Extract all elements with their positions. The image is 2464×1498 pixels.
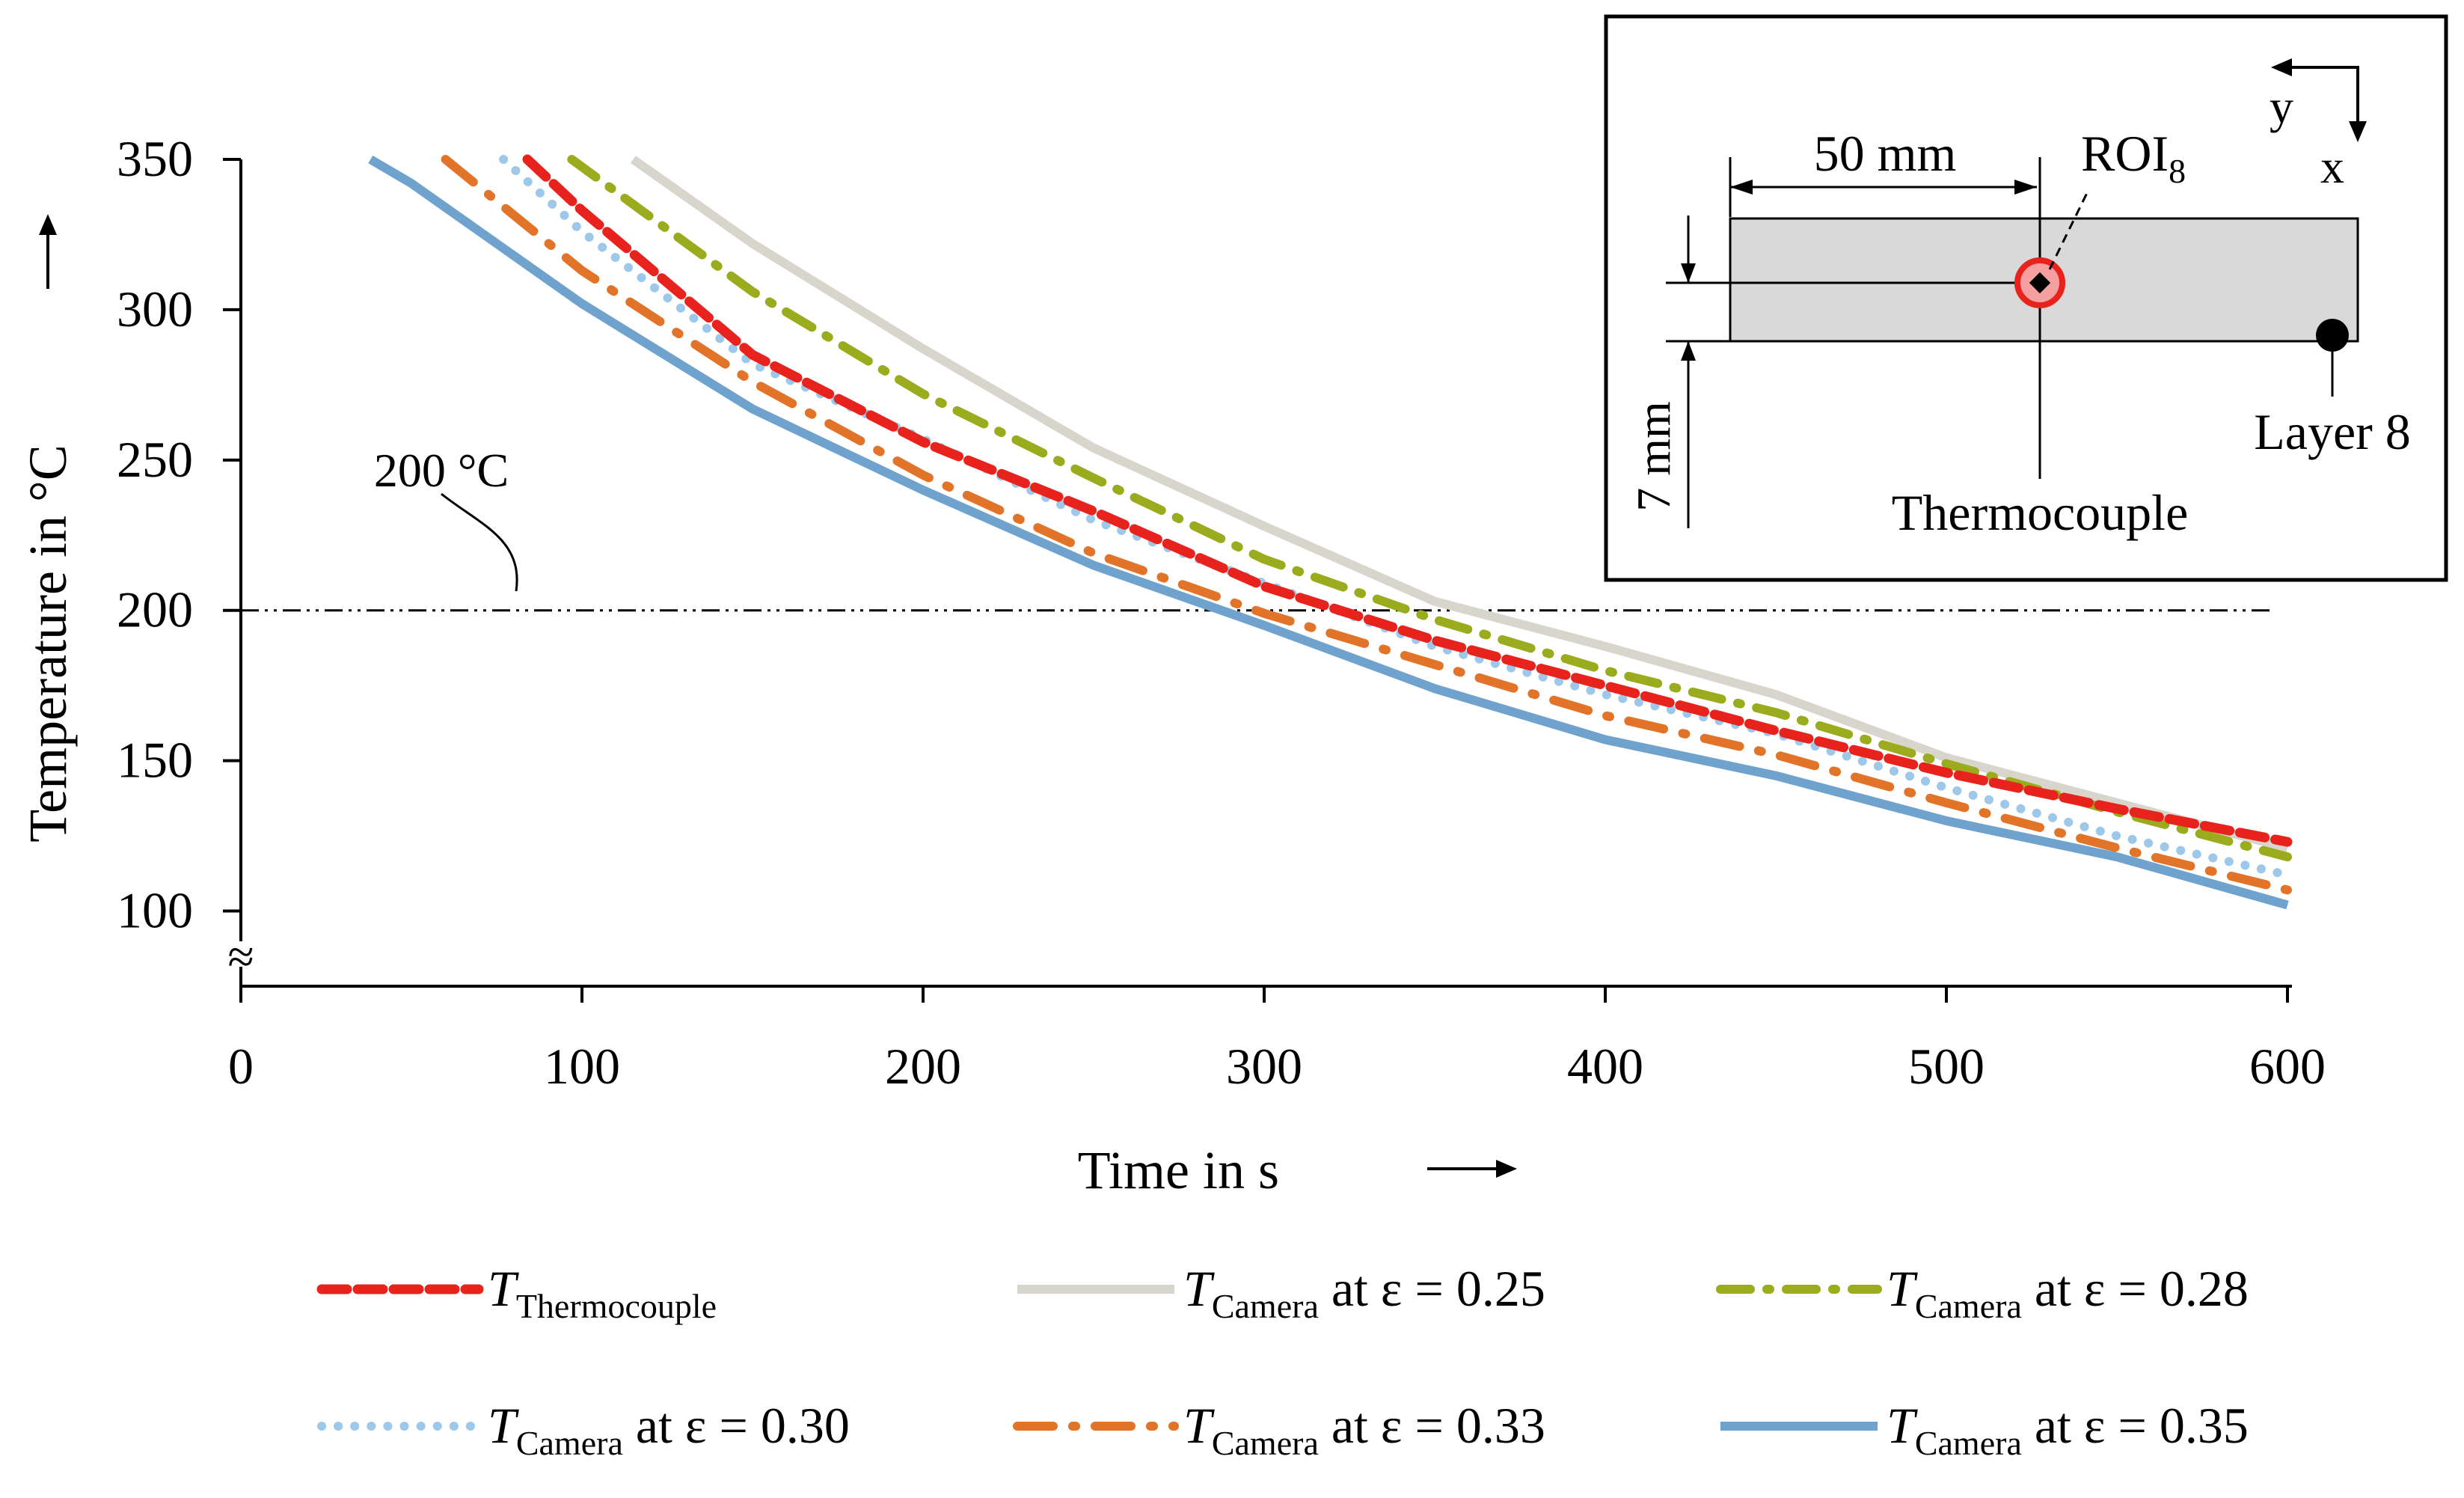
dim-arrow-right <box>2014 180 2037 195</box>
inset-schematic: 50 mm 7 mm ROI8 Thermocouple Layer 8 y x <box>1604 14 2448 582</box>
axis-break-gap <box>229 941 254 967</box>
series-line-e033 <box>441 155 2292 895</box>
series-line-e035 <box>368 155 2289 910</box>
legend-label-e035: TCamera at ε = 0.35 <box>1887 1397 2249 1462</box>
x-tick-label: 200 <box>885 1038 961 1095</box>
roi-center-icon <box>2029 272 2051 294</box>
x-ticks: 0 100 200 300 400 500 600 <box>228 986 2326 1095</box>
dim-height-arrow-bottom <box>1681 341 1696 361</box>
x-tick-label: 600 <box>2249 1038 2326 1095</box>
series-line-e030 <box>499 155 2292 880</box>
reference-line-leader <box>441 492 518 592</box>
y-tick-label: 200 <box>117 581 193 638</box>
coord-x-arrow <box>2349 121 2367 142</box>
legend-label-e028: TCamera at ε = 0.28 <box>1887 1260 2249 1325</box>
y-tick-label: 100 <box>117 882 193 939</box>
roi-label: ROI8 <box>2081 125 2186 190</box>
legend-label-tc: TThermocouple <box>488 1260 717 1325</box>
roi-label-sub: 8 <box>2169 152 2186 190</box>
series-line-tc <box>522 154 2293 847</box>
x-tick-label: 400 <box>1567 1038 1643 1095</box>
dim-height-arrow-top <box>1681 263 1696 283</box>
y-axis-label: Temperature in °C <box>18 444 78 843</box>
series-line-e025 <box>630 156 2289 853</box>
x-tick-label: 0 <box>228 1038 254 1095</box>
y-tick-label: 350 <box>117 130 193 187</box>
dim-width-label: 50 mm <box>1814 125 1957 182</box>
thermocouple-label: Thermocouple <box>1892 484 2189 541</box>
legend-label-e025: TCamera at ε = 0.25 <box>1183 1260 1545 1325</box>
x-axis-arrow <box>1427 1160 1517 1178</box>
x-tick-label: 100 <box>544 1038 620 1095</box>
coord-x-label: x <box>2320 140 2344 193</box>
layer-label: Layer 8 <box>2254 403 2411 460</box>
dim-height-label: 7 mm <box>1627 401 1680 512</box>
reference-line-label: 200 °C <box>374 444 509 497</box>
roi-label-main: ROI <box>2081 125 2169 182</box>
series-line-e028 <box>567 155 2292 862</box>
coord-y-arrow <box>2271 58 2292 76</box>
x-axis-label: Time in s <box>1078 1140 1279 1200</box>
x-tick-label: 500 <box>1908 1038 1985 1095</box>
legend-label-e030: TCamera at ε = 0.30 <box>488 1397 850 1462</box>
y-axis-arrow <box>39 214 57 289</box>
coord-y-label: y <box>2270 80 2293 133</box>
dim-arrow-left <box>1730 180 1753 195</box>
y-tick-label: 250 <box>117 431 193 488</box>
legend: TThermocouple TCamera at ε = 0.25 TCamera … <box>316 1260 2249 1462</box>
legend-label-e033: TCamera at ε = 0.33 <box>1183 1397 1545 1462</box>
x-tick-label: 300 <box>1226 1038 1302 1095</box>
y-tick-label: 150 <box>117 732 193 789</box>
axis-break-symbol: ≈ <box>227 930 254 983</box>
y-ticks: 100 150 200 250 300 350 <box>117 130 241 939</box>
series-layer <box>368 154 2293 910</box>
y-tick-label: 300 <box>117 281 193 337</box>
